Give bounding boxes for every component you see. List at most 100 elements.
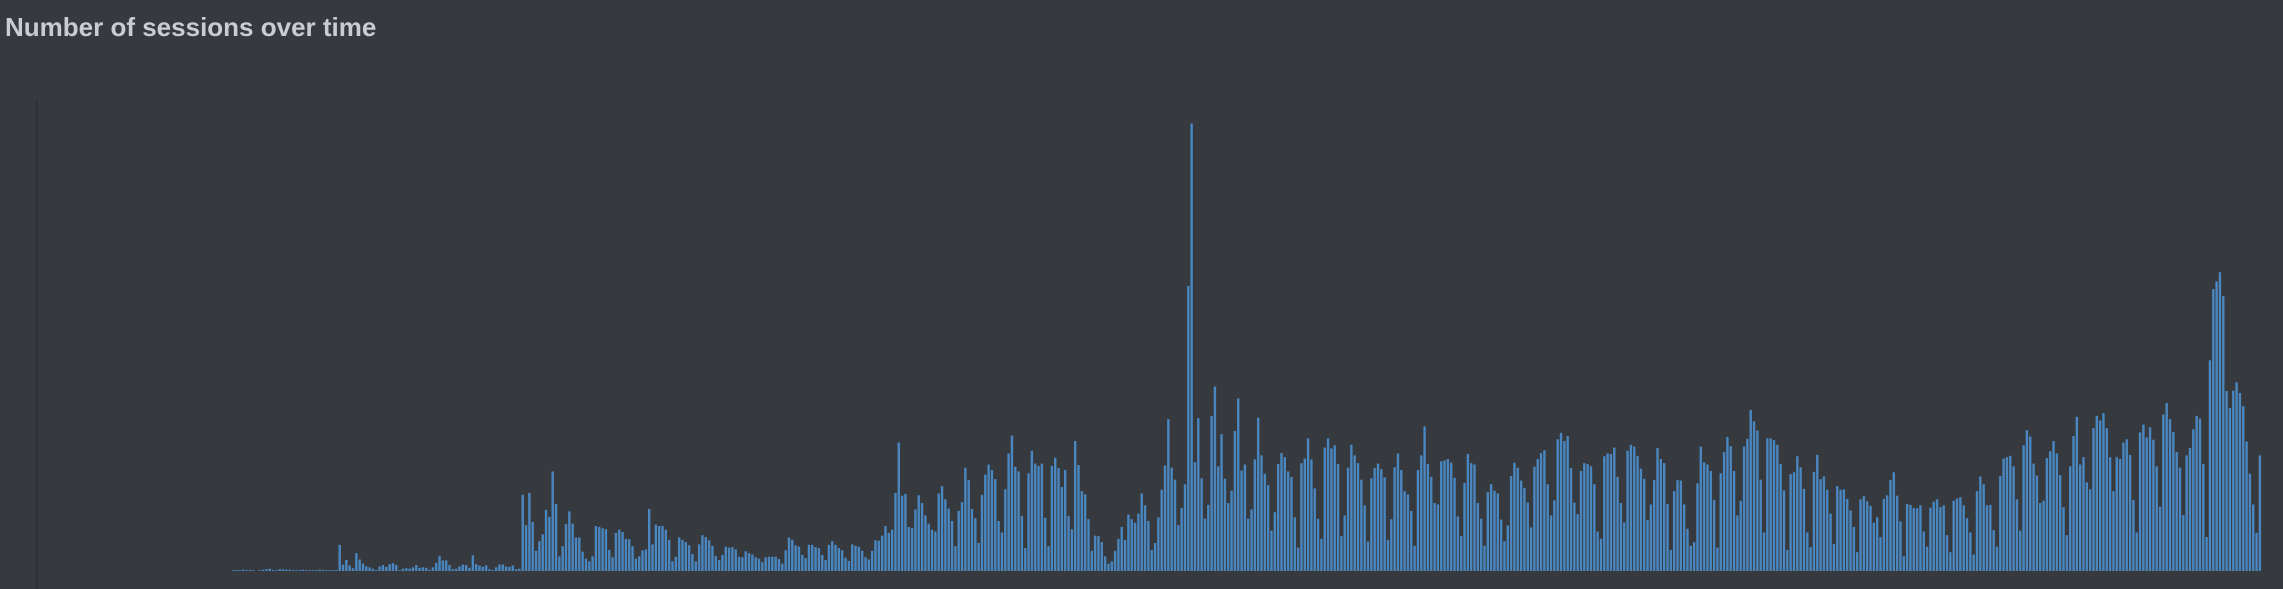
bar xyxy=(1326,438,1330,571)
bar xyxy=(2188,447,2192,571)
bar xyxy=(348,565,351,571)
bar xyxy=(1466,453,1470,571)
bar xyxy=(278,569,281,571)
bar xyxy=(368,567,371,571)
bar xyxy=(1806,532,1809,571)
bar xyxy=(834,544,837,571)
bar xyxy=(571,523,574,571)
bar xyxy=(2025,430,2029,571)
bar xyxy=(478,565,481,571)
bar xyxy=(1865,501,1869,571)
bar xyxy=(1812,471,1816,571)
bar xyxy=(1836,486,1839,571)
bar xyxy=(1662,463,1666,571)
bar xyxy=(890,529,894,571)
bar xyxy=(2122,442,2125,571)
bar xyxy=(2205,537,2208,571)
bar xyxy=(2175,452,2178,571)
bar xyxy=(2218,272,2222,571)
bar xyxy=(1952,500,1955,571)
bar xyxy=(1410,510,1413,571)
bar xyxy=(521,494,524,571)
bar xyxy=(1323,447,1326,571)
bar xyxy=(421,567,425,571)
bar xyxy=(2112,491,2115,571)
bar xyxy=(1393,467,1396,571)
bar xyxy=(1643,478,1646,571)
bar xyxy=(1925,546,1929,571)
bar xyxy=(2245,441,2248,571)
bar xyxy=(1143,505,1147,571)
bar xyxy=(964,467,967,571)
bar xyxy=(850,544,854,571)
bar xyxy=(874,540,877,571)
bar xyxy=(1077,464,1080,571)
bar xyxy=(1499,519,1503,571)
bar xyxy=(425,567,428,571)
bar xyxy=(824,559,827,571)
bar xyxy=(1163,465,1167,571)
bar xyxy=(1799,467,1802,571)
bar xyxy=(598,526,601,571)
bar xyxy=(657,526,661,571)
bar xyxy=(797,546,801,571)
bar xyxy=(1153,543,1157,571)
bar xyxy=(1786,549,1789,571)
bar xyxy=(1293,517,1296,571)
bar xyxy=(1007,453,1010,571)
bar xyxy=(1350,444,1353,571)
bar xyxy=(734,549,737,571)
bar xyxy=(1413,545,1416,571)
bar xyxy=(717,559,721,571)
bar xyxy=(2108,457,2112,571)
bar xyxy=(534,550,538,571)
bar xyxy=(1959,497,1962,571)
bar xyxy=(508,566,511,571)
bar xyxy=(2118,459,2122,571)
bar xyxy=(844,557,847,571)
bar xyxy=(997,520,1000,571)
bar xyxy=(1247,518,1250,571)
bar xyxy=(1303,458,1306,571)
bar xyxy=(594,526,598,571)
bar xyxy=(1446,459,1450,571)
bar xyxy=(618,529,621,571)
bar xyxy=(857,546,861,571)
bar xyxy=(1213,386,1217,571)
bar xyxy=(2168,419,2172,571)
bar xyxy=(511,565,514,571)
bar xyxy=(1423,426,1426,571)
bar xyxy=(937,493,940,571)
bar xyxy=(1157,517,1160,571)
bar xyxy=(2002,458,2005,571)
bar xyxy=(518,568,521,571)
bar xyxy=(1117,538,1120,571)
bar xyxy=(1589,466,1593,571)
bar xyxy=(1742,446,1746,571)
bar xyxy=(298,570,301,571)
bar xyxy=(1772,440,1776,571)
bar xyxy=(1679,480,1683,571)
bar xyxy=(2225,391,2228,571)
bar xyxy=(554,503,558,571)
bar xyxy=(2155,466,2158,571)
bar xyxy=(1513,462,1516,571)
bar xyxy=(671,561,674,571)
bar xyxy=(2242,406,2245,571)
bar xyxy=(2012,466,2015,571)
bar xyxy=(1902,556,1905,571)
bar xyxy=(1985,505,1989,571)
bar xyxy=(1636,455,1639,571)
bar xyxy=(1493,490,1496,572)
bar xyxy=(1463,482,1466,571)
bar xyxy=(1616,476,1619,571)
bar xyxy=(944,499,947,571)
bar xyxy=(1689,545,1693,571)
bar xyxy=(1150,549,1153,571)
bar xyxy=(232,570,235,571)
bar xyxy=(817,548,821,571)
bar xyxy=(957,510,960,571)
bar xyxy=(1190,123,1193,571)
bar xyxy=(1862,496,1866,571)
bar xyxy=(1553,500,1556,571)
